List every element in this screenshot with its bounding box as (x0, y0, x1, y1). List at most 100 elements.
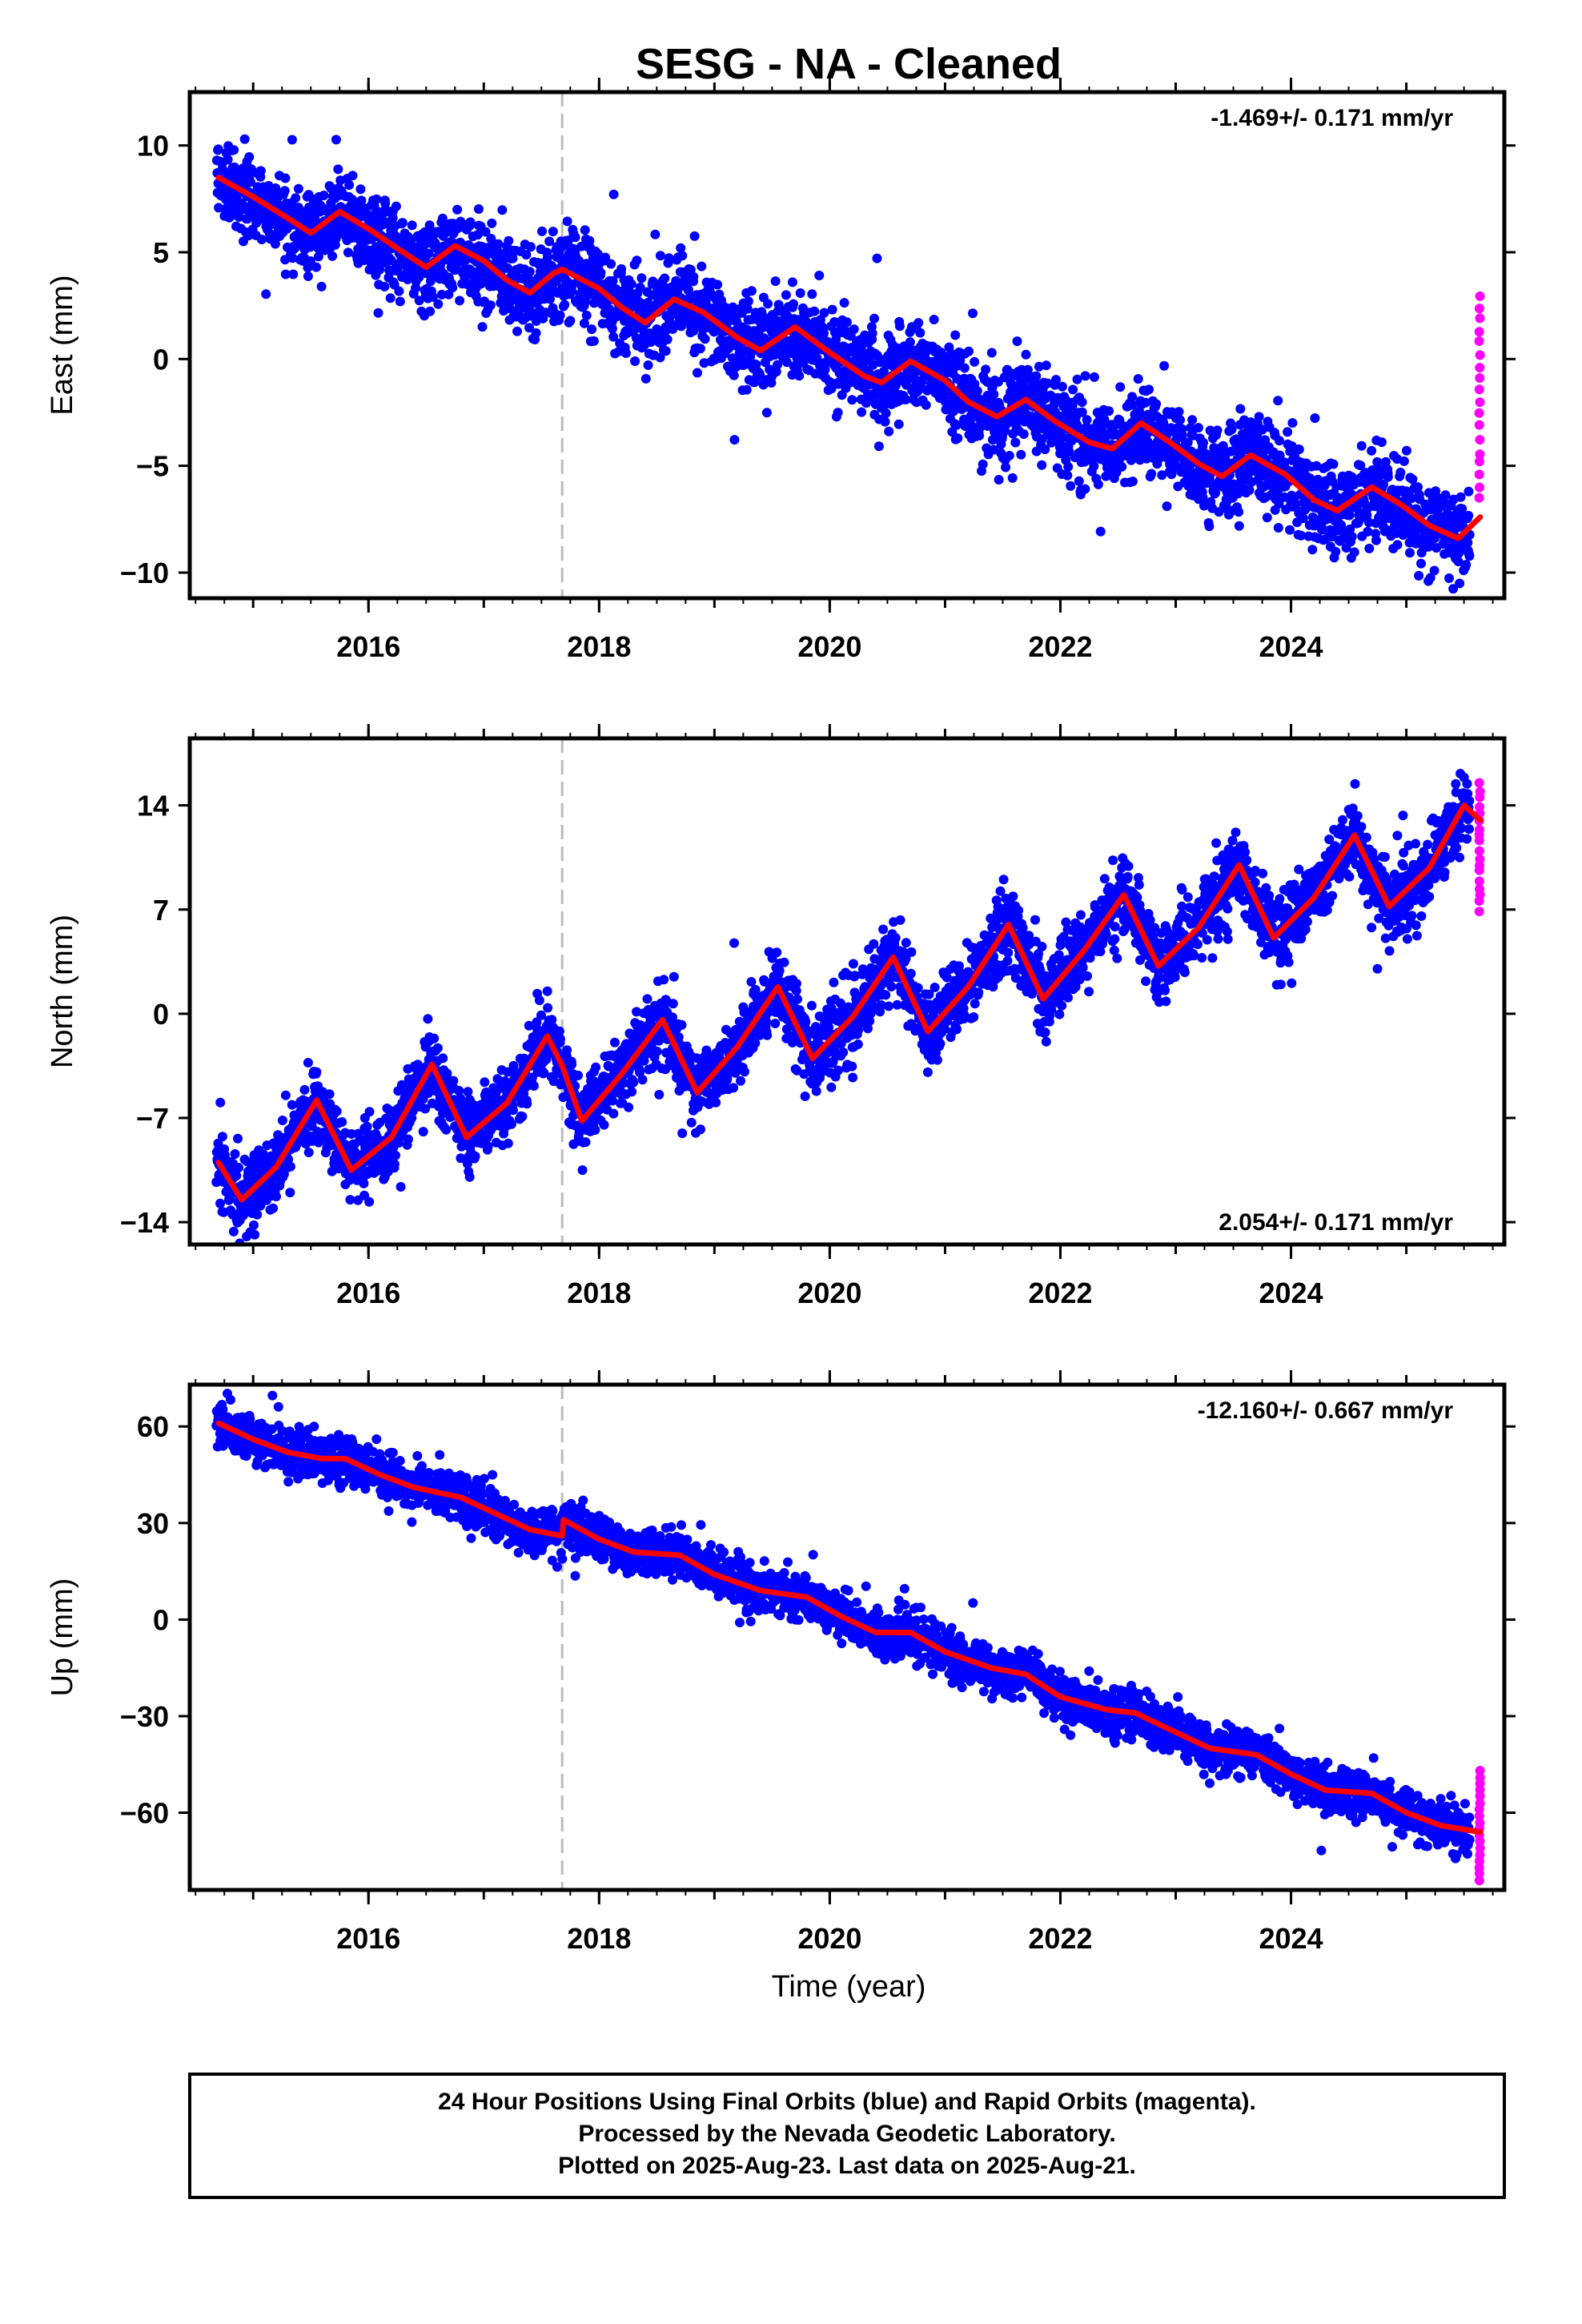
final-orbit-point (689, 231, 700, 241)
final-orbit-point (814, 271, 825, 280)
final-orbit-point (313, 251, 323, 262)
final-orbit-point (1317, 525, 1327, 535)
rapid-orbit-point (1475, 449, 1485, 460)
final-orbit-point (588, 336, 599, 346)
final-orbit-point (1022, 364, 1033, 375)
final-orbit-point (1413, 482, 1423, 493)
final-orbit-point (1064, 446, 1074, 456)
final-orbit-point (480, 227, 491, 237)
final-orbit-point (1057, 381, 1067, 392)
final-orbit-point (741, 384, 752, 395)
final-orbit-point (1037, 460, 1047, 470)
rapid-orbit-point (1475, 435, 1485, 445)
final-orbit-point (387, 213, 398, 223)
y-axis-label: East (mm) (46, 275, 79, 415)
final-orbit-point (1127, 392, 1138, 402)
final-orbit-point (505, 304, 516, 314)
final-orbit-point (1310, 413, 1320, 424)
velocity-label: -1.469+/- 0.171 mm/yr (1211, 105, 1453, 131)
final-orbit-point (1193, 423, 1203, 433)
final-orbit-point (522, 1099, 532, 1109)
final-orbit-point (493, 239, 504, 249)
final-orbit-point (608, 189, 619, 199)
final-orbit-point (356, 195, 367, 206)
rapid-orbit-point (1475, 373, 1485, 383)
final-orbit-point (761, 408, 772, 418)
final-orbit-point (423, 1014, 433, 1024)
figure-title: SESG - NA - Cleaned (636, 40, 1062, 88)
final-orbit-point (1244, 485, 1255, 496)
final-orbit-point (1034, 361, 1044, 372)
final-orbit-point (950, 330, 961, 340)
final-orbit-point (418, 1127, 428, 1137)
final-orbit-point (905, 337, 915, 348)
final-orbit-point (700, 334, 710, 344)
final-orbit-point (1383, 472, 1393, 482)
final-orbit-point (1204, 521, 1215, 532)
final-orbit-point (1074, 476, 1084, 486)
final-orbit-point (432, 1043, 443, 1053)
final-orbit-point (929, 315, 939, 324)
final-orbit-point (1151, 399, 1162, 409)
final-orbit-point (1291, 499, 1301, 509)
final-orbit-point (560, 300, 570, 310)
y-tick-label: −5 (136, 450, 169, 483)
final-orbit-point (1448, 584, 1459, 594)
rapid-orbit-point (1474, 384, 1484, 395)
final-orbit-point (606, 259, 616, 269)
final-orbit-point (1376, 437, 1387, 448)
final-orbit-point (231, 1171, 242, 1180)
final-orbit-point (742, 304, 753, 314)
final-orbit-point (661, 346, 671, 356)
final-orbit-point (986, 348, 997, 358)
final-orbit-point (311, 262, 321, 272)
final-orbit-point (244, 152, 255, 162)
final-orbit-point (1363, 526, 1373, 537)
final-orbit-point (271, 1192, 281, 1202)
final-orbit-point (913, 318, 924, 328)
plot-frame (187, 90, 1507, 601)
final-orbit-point (562, 1045, 572, 1055)
final-orbit-point (746, 286, 757, 296)
final-orbit-point (1031, 371, 1042, 381)
final-orbit-point (1429, 565, 1439, 576)
final-orbit-point (1464, 551, 1475, 561)
final-orbit-point (285, 1161, 295, 1172)
final-orbit-point (217, 1132, 227, 1142)
final-orbit-point (391, 201, 401, 211)
final-orbit-point (1012, 336, 1022, 347)
final-orbit-point (1405, 548, 1415, 558)
final-orbit-point (581, 310, 592, 320)
final-orbit-point (293, 203, 303, 213)
final-orbit-point (287, 135, 297, 145)
final-orbit-point (1235, 404, 1246, 414)
final-orbit-point (428, 292, 438, 302)
final-orbit-point (395, 296, 405, 307)
final-orbit-point (1425, 573, 1435, 583)
x-tick-label: 2024 (1259, 630, 1323, 663)
final-orbit-point (347, 171, 358, 181)
final-orbit-point (1371, 535, 1381, 545)
final-orbit-point (1355, 460, 1366, 471)
final-orbit-point (781, 290, 791, 300)
rapid-orbit-point (1475, 313, 1485, 324)
final-orbit-point (570, 232, 580, 243)
final-orbit-point (429, 1033, 440, 1043)
final-orbit-point (485, 300, 496, 311)
final-orbit-point (1416, 558, 1426, 569)
final-orbit-point (1285, 525, 1295, 535)
final-orbit-point (640, 373, 651, 384)
final-orbit-point (812, 353, 822, 364)
final-orbit-point (463, 1087, 473, 1097)
final-orbit-point (1062, 470, 1073, 480)
final-orbit-point (1212, 425, 1223, 436)
final-orbit-point (1345, 524, 1355, 534)
final-orbit-point (1007, 472, 1018, 483)
final-orbit-point (1298, 513, 1308, 524)
final-orbit-point (279, 186, 290, 196)
final-orbit-point (650, 229, 661, 239)
final-orbit-point (214, 203, 224, 213)
final-orbit-point (1095, 526, 1106, 537)
